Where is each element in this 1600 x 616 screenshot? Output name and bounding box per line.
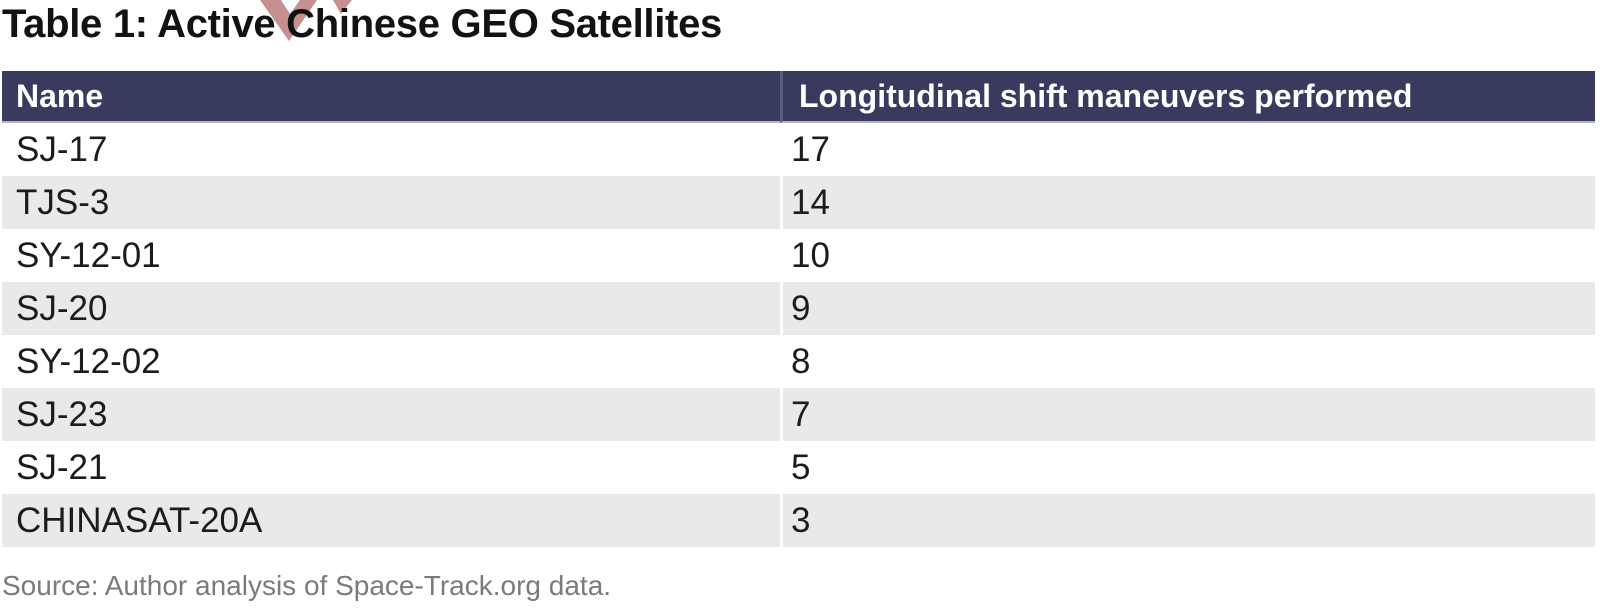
source-note: Source: Author analysis of Space-Track.o…	[2, 570, 612, 601]
maneuver-count-cell: 10	[780, 229, 1595, 282]
maneuver-count-cell: 5	[780, 441, 1595, 494]
table-row: SJ-23 7	[2, 388, 1595, 441]
table-row: TJS-3 14	[2, 176, 1595, 229]
table-row: SY-12-01 10	[2, 229, 1595, 282]
satellite-name-cell: SY-12-01	[2, 229, 780, 282]
table-title: Table 1: Active Chinese GEO Satellites	[2, 2, 722, 46]
table-row: SY-12-02 8	[2, 335, 1595, 388]
satellite-name-cell: SJ-17	[2, 123, 780, 176]
column-header-name: Name	[2, 71, 780, 123]
maneuver-count-cell: 14	[780, 176, 1595, 229]
table-row: SJ-17 17	[2, 123, 1595, 176]
header-row: Name Longitudinal shift maneuvers perfor…	[2, 71, 1595, 123]
satellite-name-cell: TJS-3	[2, 176, 780, 229]
maneuver-count-cell: 3	[780, 494, 1595, 547]
satellite-name-cell: SJ-21	[2, 441, 780, 494]
table-row: SJ-21 5	[2, 441, 1595, 494]
satellite-name-cell: SJ-20	[2, 282, 780, 335]
satellite-name-cell: CHINASAT-20A	[2, 494, 780, 547]
maneuver-count-cell: 17	[780, 123, 1595, 176]
satellites-table: Name Longitudinal shift maneuvers perfor…	[2, 71, 1595, 547]
maneuver-count-cell: 7	[780, 388, 1595, 441]
satellite-name-cell: SY-12-02	[2, 335, 780, 388]
maneuver-count-cell: 8	[780, 335, 1595, 388]
satellite-name-cell: SJ-23	[2, 388, 780, 441]
column-header-maneuvers: Longitudinal shift maneuvers performed	[780, 71, 1595, 123]
maneuver-count-cell: 9	[780, 282, 1595, 335]
table-body: SJ-17 17 TJS-3 14 SY-12-01 10 SJ-20 9 SY-12-02 8 S…	[2, 123, 1595, 547]
table-row: SJ-20 9	[2, 282, 1595, 335]
table-row: CHINASAT-20A 3	[2, 494, 1595, 547]
